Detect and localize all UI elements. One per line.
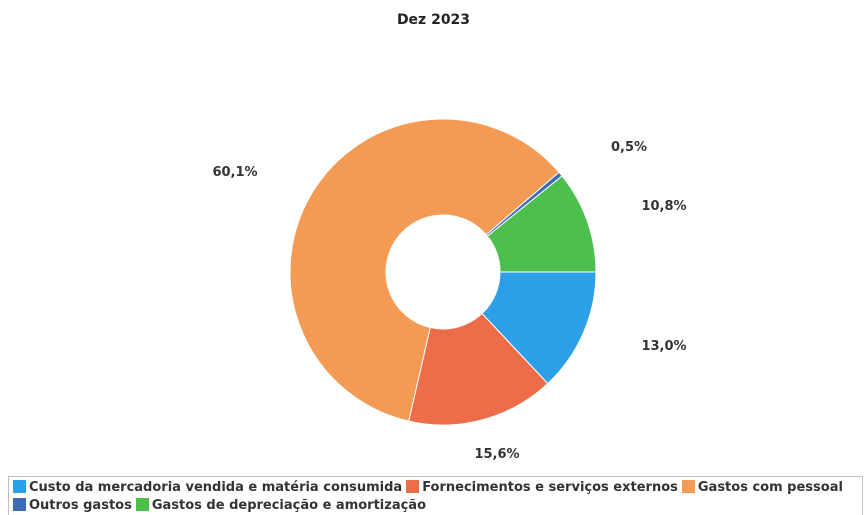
slice-1 xyxy=(408,312,549,426)
legend-label: Outros gastos xyxy=(29,498,132,513)
legend-label: Gastos com pessoal xyxy=(697,480,843,495)
slice-2 xyxy=(289,118,560,422)
slice-4 xyxy=(486,175,597,273)
legend-label: Fornecimentos e serviços externos xyxy=(422,480,678,495)
legend-row: Outros gastos Gastos de depreciação e amo… xyxy=(13,497,862,515)
legend-row: Custo da mercadoria vendida e matéria co… xyxy=(13,479,862,497)
chart-title: Dez 2023 xyxy=(396,12,471,28)
legend-item-0[interactable]: Custo da mercadoria vendida e matéria co… xyxy=(13,479,402,497)
legend-item-2[interactable]: Gastos com pessoal xyxy=(681,479,843,497)
slice-0 xyxy=(481,271,597,385)
slice-label-0: 13,0% xyxy=(641,339,686,354)
slice-label-1: 15,6% xyxy=(474,447,519,462)
legend-swatch xyxy=(13,480,26,493)
donut-chart: 13,0% 15,6% 60,1% 0,5% 10,8% xyxy=(212,118,687,462)
legend-swatch xyxy=(135,498,149,511)
slice-label-3: 0,5% xyxy=(611,140,647,155)
legend-swatch xyxy=(406,480,420,493)
legend-swatch xyxy=(13,498,26,511)
slice-label-2: 60,1% xyxy=(212,165,257,180)
legend-label: Custo da mercadoria vendida e matéria co… xyxy=(29,480,403,495)
legend-item-4[interactable]: Gastos de depreciação e amortização xyxy=(135,497,427,515)
legend-swatch xyxy=(681,480,695,493)
legend-label: Gastos de depreciação e amortização xyxy=(151,498,427,513)
chart-legend: Custo da mercadoria vendida e matéria co… xyxy=(8,476,863,515)
legend-item-3[interactable]: Outros gastos xyxy=(13,497,132,515)
legend-item-1[interactable]: Fornecimentos e serviços externos xyxy=(406,479,678,497)
slice-label-4: 10,8% xyxy=(641,199,686,214)
